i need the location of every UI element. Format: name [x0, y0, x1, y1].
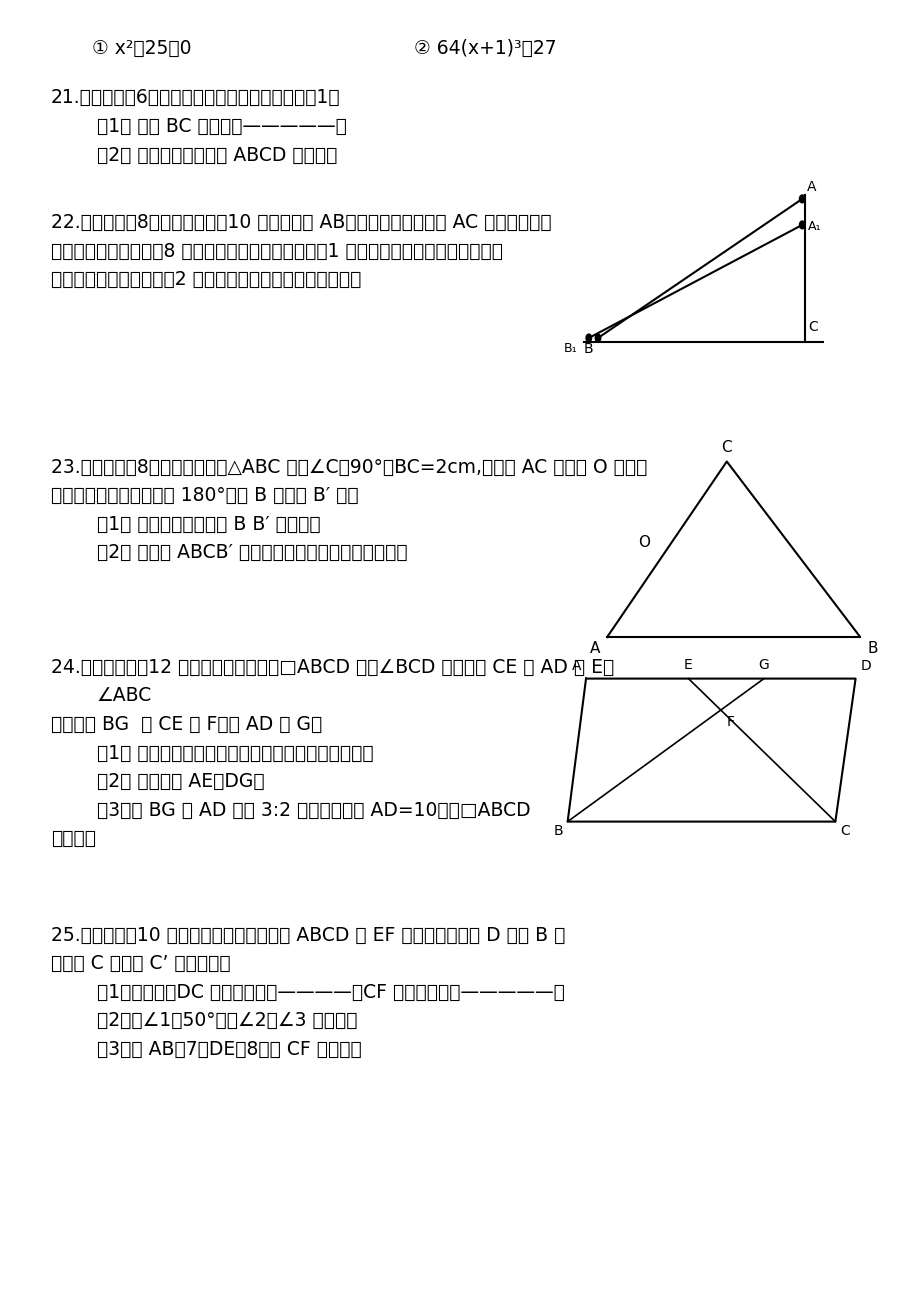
Text: B: B — [867, 641, 877, 656]
Text: C: C — [807, 320, 817, 334]
Text: （3）若 BG 将 AD 分成 3:2 的两部分，且 AD=10，求□ABCD: （3）若 BG 将 AD 分成 3:2 的两部分，且 AD=10，求□ABCD — [96, 801, 529, 820]
Text: 24.　（本题满和12 分）已知：如图，在□ABCD 中，∠BCD 的平分线 CE 交 AD 于 E，: 24. （本题满和12 分）已知：如图，在□ABCD 中，∠BCD 的平分线 C… — [51, 658, 613, 677]
Text: 中心，将这个三角形旋转 180°，点 B 落在点 B′ 处，: 中心，将这个三角形旋转 180°，点 B 落在点 B′ 处， — [51, 486, 357, 506]
Text: ① x²－25＝0: ① x²－25＝0 — [92, 39, 191, 58]
Text: 的周长。: 的周长。 — [51, 829, 96, 849]
Text: F: F — [725, 715, 733, 729]
Text: O: O — [638, 536, 650, 550]
Text: （3）若 AB＝7，DE＝8，求 CF 的长度．: （3）若 AB＝7，DE＝8，求 CF 的长度． — [96, 1040, 361, 1059]
Text: E: E — [684, 658, 692, 672]
Text: 合，点 C 落在点 C’ 的位置上．: 合，点 C 落在点 C’ 的位置上． — [51, 954, 230, 974]
Text: （2） 试说明： AE＝DG．: （2） 试说明： AE＝DG． — [96, 772, 264, 792]
Circle shape — [799, 221, 804, 229]
Text: （1） 试找出图中的等腾三角形，并选择一个加以说明: （1） 试找出图中的等腾三角形，并选择一个加以说明 — [96, 744, 373, 763]
Text: 25.（本题满和10 分）如图，把长方形纸片 ABCD 氿 EF 折叠后，使得点 D 与点 B 重: 25.（本题满和10 分）如图，把长方形纸片 ABCD 氿 EF 折叠后，使得点… — [51, 926, 564, 945]
Text: 21.（本题满分6分）如图，每个小方格的边长都为1。: 21.（本题满分6分）如图，每个小方格的边长都为1。 — [51, 88, 340, 108]
Text: （2） 四边形 ABCB′ 是什么形状的四边形？说明理由。: （2） 四边形 ABCB′ 是什么形状的四边形？说明理由。 — [96, 543, 407, 563]
Text: 如果梯子的顶端氿墙下滑2 米，那么梯子足将向外移多少米？: 如果梯子的顶端氿墙下滑2 米，那么梯子足将向外移多少米？ — [51, 270, 360, 290]
Text: C: C — [839, 824, 849, 839]
Circle shape — [585, 334, 591, 342]
Text: A: A — [572, 659, 581, 673]
Text: ② 64(x+1)³＝27: ② 64(x+1)³＝27 — [414, 39, 556, 58]
Text: 端距地面的垂直距离为8 米，如果梯子的顶端氿墙下滑1 米，那么它的底端滑动多少米？: 端距地面的垂直距离为8 米，如果梯子的顶端氿墙下滑1 米，那么它的底端滑动多少米… — [51, 242, 502, 261]
Text: C: C — [720, 439, 732, 455]
Text: （1）折叠后，DC 的对应线段是————，CF 的对应线段是—————；: （1）折叠后，DC 的对应线段是————，CF 的对应线段是—————； — [96, 983, 564, 1002]
Text: （1） 图中 BC 边的长是—————；: （1） 图中 BC 边的长是—————； — [96, 117, 346, 136]
Text: B₁: B₁ — [563, 342, 577, 355]
Text: A: A — [589, 641, 599, 656]
Text: 的平分线 BG  交 CE 于 F，交 AD 于 G．: 的平分线 BG 交 CE 于 F，交 AD 于 G． — [51, 715, 322, 734]
Circle shape — [799, 195, 804, 203]
Text: （2）若∠1＝50°，求∠2、∠3 的度数；: （2）若∠1＝50°，求∠2、∠3 的度数； — [96, 1011, 357, 1031]
Text: G: G — [758, 658, 768, 672]
Text: 22.（本题满分8分）如图，一架10 米长的梯子 AB，斜靠在一绺直的墙 AC 上，梯子的顶: 22.（本题满分8分）如图，一架10 米长的梯子 AB，斜靠在一绺直的墙 AC … — [51, 213, 550, 233]
Text: （1） 画出图形，并求出 B B′ 的长度。: （1） 画出图形，并求出 B B′ 的长度。 — [96, 515, 320, 534]
Text: A: A — [806, 179, 815, 194]
Text: D: D — [859, 659, 870, 673]
Text: B: B — [553, 824, 562, 839]
Circle shape — [595, 334, 600, 342]
Text: B: B — [584, 342, 593, 356]
Text: （2） 求图中格点四边形 ABCD 的面积。: （2） 求图中格点四边形 ABCD 的面积。 — [96, 146, 336, 165]
Text: 23.（本题满分8分）在等腾直角△ABC 中，∠C＝90°，BC=2cm,如果以 AC 的中点 O 为旋转: 23.（本题满分8分）在等腾直角△ABC 中，∠C＝90°，BC=2cm,如果以… — [51, 458, 646, 477]
Text: A₁: A₁ — [807, 220, 821, 233]
Text: ∠ABC: ∠ABC — [96, 686, 152, 706]
